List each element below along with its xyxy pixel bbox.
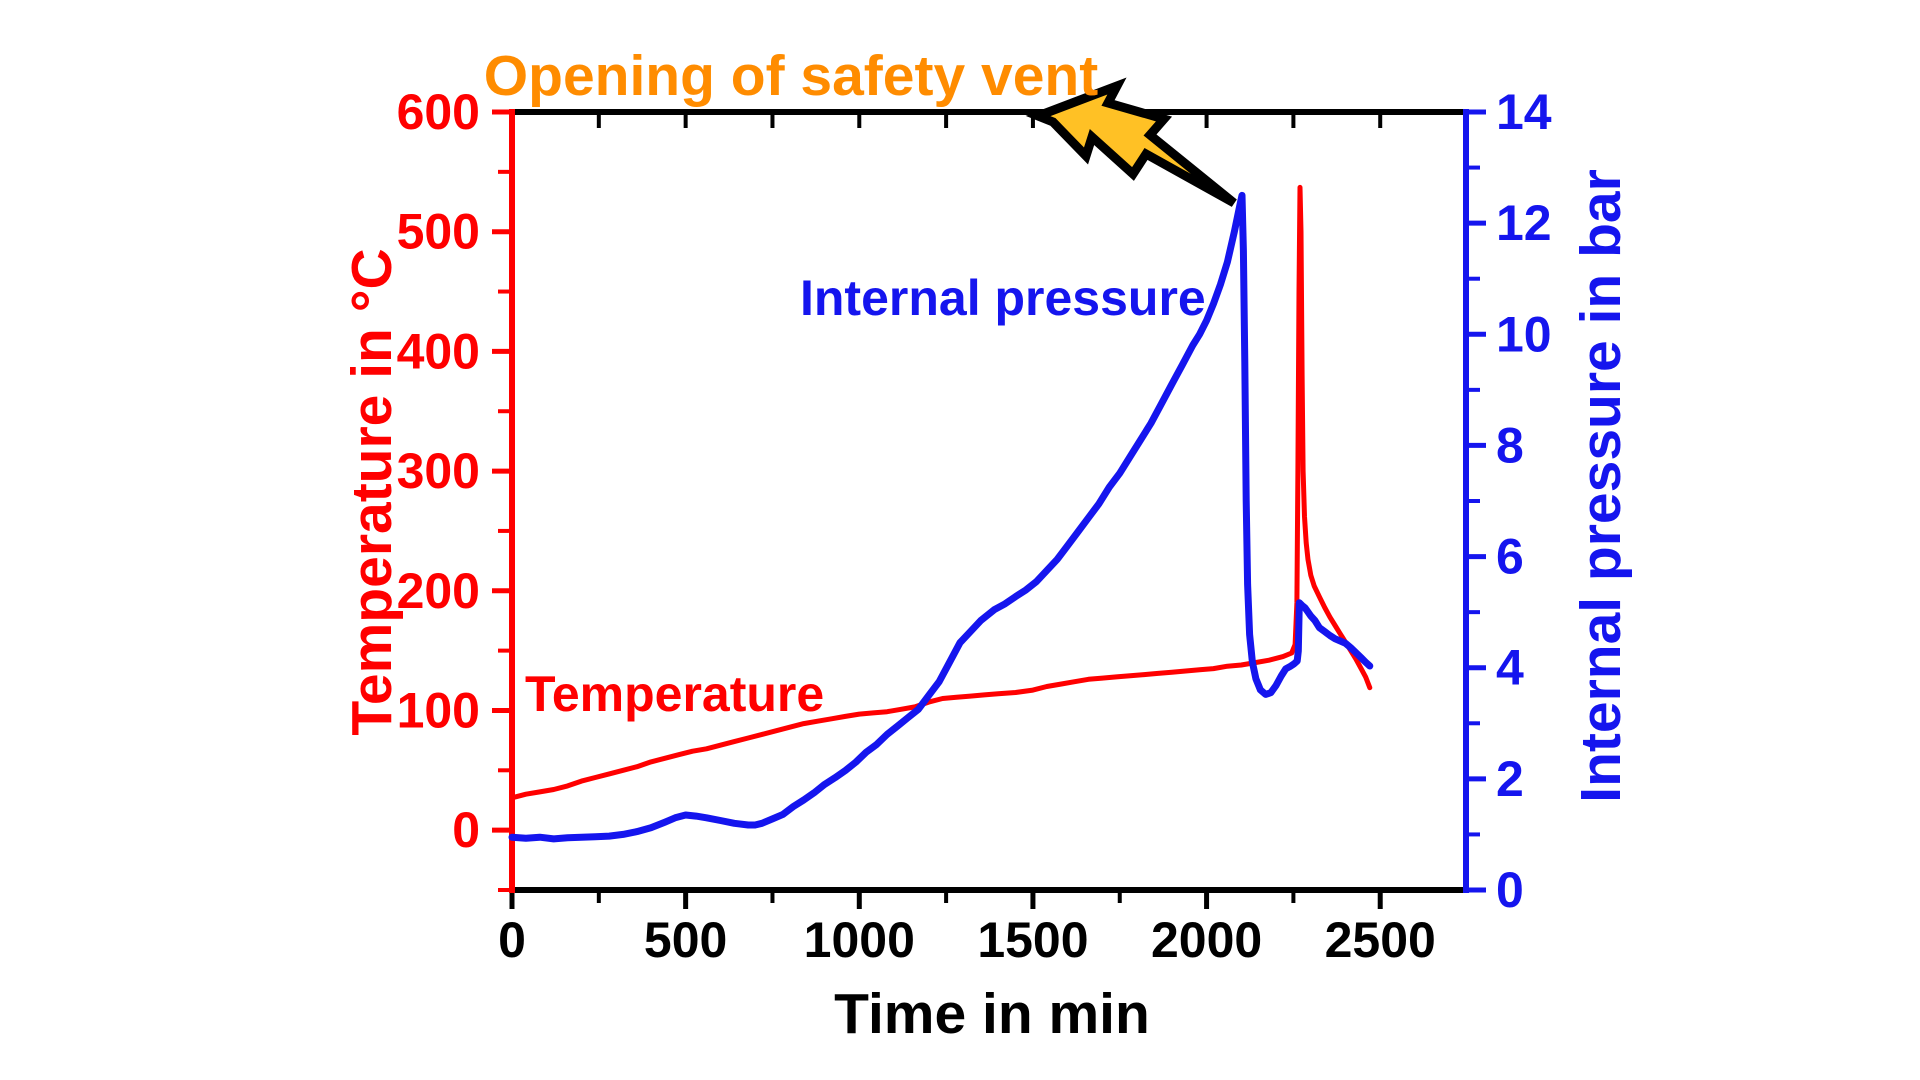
left-tick-label: 200	[397, 563, 480, 619]
left-tick-label: 0	[452, 802, 480, 858]
right-tick-label: 6	[1496, 529, 1524, 585]
left-tick-label: 500	[397, 204, 480, 260]
x-tick-label: 2000	[1151, 912, 1262, 968]
right-tick-label: 14	[1496, 84, 1552, 140]
pressure-series-label: Internal pressure	[800, 270, 1206, 326]
left-tick-label: 400	[397, 323, 480, 379]
x-tick-label: 2500	[1325, 912, 1436, 968]
x-tick-label: 1500	[977, 912, 1088, 968]
x-tick-label: 1000	[804, 912, 915, 968]
right-tick-label: 8	[1496, 417, 1524, 473]
right-tick-label: 0	[1496, 862, 1524, 918]
lightning-bolt-icon	[1025, 77, 1237, 207]
left-tick-label: 300	[397, 443, 480, 499]
right-tick-label: 2	[1496, 751, 1524, 807]
chart-title: Opening of safety vent	[483, 44, 1099, 108]
left-axis-title: Temperature in °C	[340, 248, 404, 736]
left-tick-label: 100	[397, 682, 480, 738]
pressure-series-line	[508, 191, 1374, 843]
right-axis-title: Internal pressure in bar	[1569, 169, 1633, 803]
x-axis-title: Time in min	[834, 982, 1150, 1046]
x-tick-label: 500	[644, 912, 727, 968]
right-tick-label: 4	[1496, 640, 1524, 696]
right-tick-label: 12	[1496, 195, 1552, 251]
left-tick-label: 600	[397, 84, 480, 140]
temperature-series-label: Temperature	[525, 666, 825, 722]
temperature-series-line	[509, 184, 1373, 801]
x-tick-label: 0	[498, 912, 526, 968]
right-tick-label: 10	[1496, 306, 1552, 362]
